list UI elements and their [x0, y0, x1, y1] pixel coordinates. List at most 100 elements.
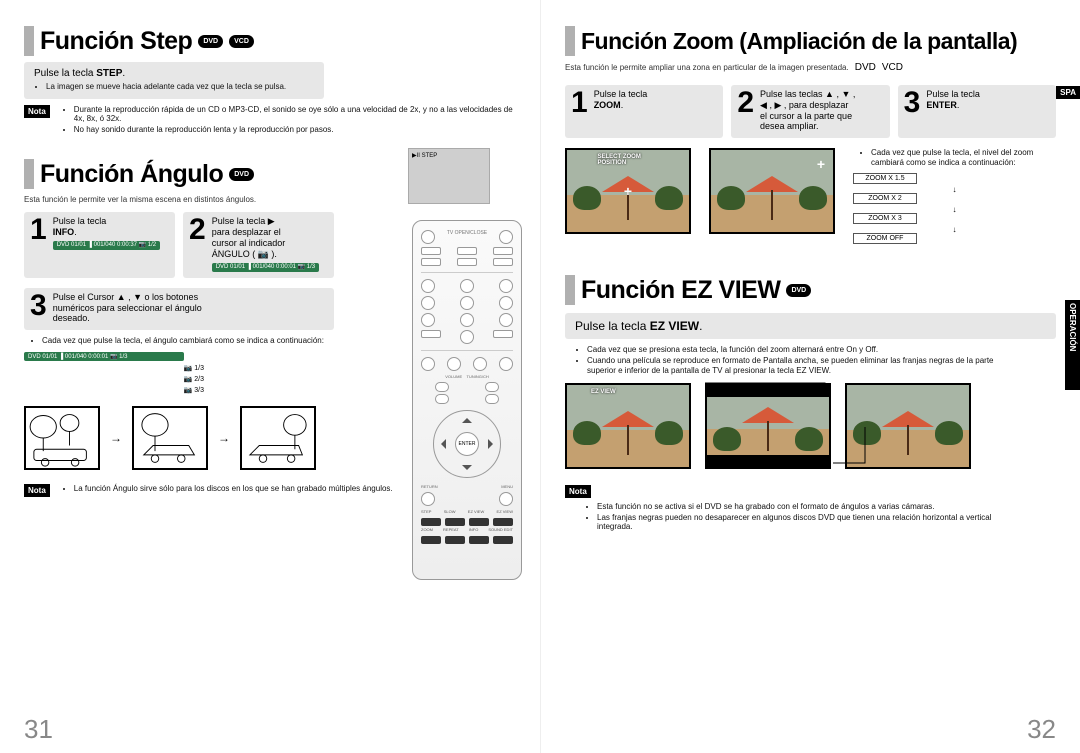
page-32: Función Zoom (Ampliación de la pantalla)… [540, 0, 1080, 753]
zoom-steps-row: 1 Pulse la tecla ZOOM. 2 Pulse las tecla… [565, 85, 1056, 138]
ez-thumb-3 [845, 383, 971, 469]
crosshair-icon: + [817, 156, 825, 172]
angle-lbl-3: 📷 3/3 [184, 387, 204, 394]
ez-instruction-suffix: . [699, 319, 702, 333]
angle-status-3: DVD 01/01 ▐ 001/040 0:00:01 📷 1/3 [24, 352, 184, 361]
page-number-left: 31 [24, 714, 53, 745]
zoom-section-title: Función Zoom (Ampliación de la pantalla) [565, 26, 1056, 56]
remote-kl-0: ZOOM [421, 527, 433, 532]
remote-bl-0: STEP [421, 509, 431, 514]
angle-lbl-1: 📷 1/3 [184, 365, 204, 372]
title-bar-icon [24, 159, 34, 189]
zoom-thumb-1: SELECT ZOOM POSITION + [565, 148, 691, 234]
zoom-level-1: ZOOM X 2 [853, 193, 917, 204]
zoom-step1-prefix: Pulse la tecla [594, 89, 648, 99]
remote-enter-button: ENTER [455, 432, 479, 456]
step-title-text: Función Step [40, 27, 192, 56]
zoom-step3-prefix: Pulse la tecla [926, 89, 980, 99]
step-number-1: 1 [30, 216, 47, 243]
zoom-step3-suffix: . [957, 100, 960, 110]
ez-section-title: Función EZ VIEW DVD [565, 275, 1056, 305]
angle-step-3: 3 Pulse el Cursor ▲ , ▼ o los botones nu… [24, 288, 334, 330]
ez-bullet-2: Cuando una película se reproduce en form… [587, 356, 1019, 375]
step-tv-label: ▶II STEP [412, 153, 437, 159]
angle-status-1: DVD 01/01 ▐ 001/040 0:00:37 📷 1/2 [53, 241, 160, 250]
angle-status-block: DVD 01/01 ▐ 001/040 0:00:01 📷 1/3 📷 1/3 … [24, 352, 264, 397]
zoom-thumb-2: + [709, 148, 835, 234]
zoom-step2-l1: Pulse las teclas ▲ , ▼ , [760, 89, 855, 99]
side-tab-operacion: OPERACIÓN [1065, 300, 1080, 390]
ez-thumb-1: EZ VIEW [565, 383, 691, 469]
angle-step-1: 1 Pulse la tecla INFO. DVD 01/01 ▐ 001/0… [24, 212, 175, 277]
angle-step1-suffix: . [74, 227, 77, 237]
angle-change-note: Cada vez que pulse la tecla, el ángulo c… [42, 336, 374, 346]
angle-step3-l2: numéricos para seleccionar el ángulo [53, 303, 202, 313]
step-section-body: Pulse la tecla STEP. La imagen se mueve … [24, 62, 516, 135]
manual-spread: Función Step DVD VCD Pulse la tecla STEP… [0, 0, 1080, 753]
step-number-3: 3 [30, 292, 47, 319]
remote-kl-1: REPEAT [443, 527, 459, 532]
ez-title-text: Función EZ VIEW [581, 276, 780, 305]
step-section-title: Función Step DVD VCD [24, 26, 516, 56]
angle-steps-1-2: 1 Pulse la tecla INFO. DVD 01/01 ▐ 001/0… [24, 212, 334, 277]
step-number-2: 2 [189, 216, 206, 243]
car-thumb-3 [240, 406, 316, 470]
angle-status-2: DVD 01/01 ▐ 001/040 0:00:01 📷 1/3 [212, 263, 319, 272]
ez-instruction-box: Pulse la tecla EZ VIEW. [565, 313, 1056, 339]
page-number-right: 32 [1027, 714, 1056, 745]
angle-step2-l3: cursor al indicador [212, 238, 286, 248]
step-tv-placeholder: ▶II STEP [408, 148, 490, 204]
zoom-step1-suffix: . [621, 100, 624, 110]
angle-step2-l4: ÁNGULO ( 📷 ). [212, 249, 277, 259]
step-instruction-box: Pulse la tecla STEP. La imagen se mueve … [24, 62, 324, 99]
title-bar-icon [565, 275, 575, 305]
zoom-step2-l3: el cursor a la parte que [760, 111, 852, 121]
remote-bl-2: EZ VIEW [468, 509, 484, 514]
step-number-2: 2 [737, 89, 754, 116]
angle-step1-prefix: Pulse la tecla [53, 216, 107, 226]
remote-kl-3: SOUND EDIT [488, 527, 513, 532]
remote-dpad: ENTER [433, 410, 501, 478]
ez-nota-row: Nota [565, 485, 1056, 498]
angle-title-text: Función Ángulo [40, 160, 223, 189]
nota-badge: Nota [24, 105, 50, 118]
angle-nota-1: La función Ángulo sirve sólo para los di… [74, 484, 393, 494]
zoom-level-0: ZOOM X 1.5 [853, 173, 917, 184]
step-instruction-prefix: Pulse la tecla [34, 68, 96, 79]
angle-lbl-2: 📷 2/3 [184, 376, 204, 383]
crosshair-icon: + [624, 183, 632, 199]
ez-thumb2-label: EZ VIEW OFF [737, 385, 775, 391]
arrow-right-icon: → [218, 431, 230, 445]
step-instruction-key: STEP [96, 68, 122, 79]
angle-step-2: 2 Pulse la tecla ▶ para desplazar el cur… [183, 212, 334, 277]
side-tab-spa: SPA [1056, 86, 1080, 99]
car-thumb-2 [132, 406, 208, 470]
zoom-step3-note: Cada vez que pulse la tecla, el nivel de… [871, 148, 1056, 167]
pill-dvd: DVD [855, 62, 876, 73]
pill-vcd: VCD [882, 62, 903, 73]
pill-dvd: DVD [229, 168, 254, 181]
ez-nota-1: Esta función no se activa si el DVD se h… [597, 502, 1029, 512]
angle-step3-l1: Pulse el Cursor ▲ , ▼ o los botones [53, 292, 198, 302]
zoom-step1-key: ZOOM [594, 100, 621, 110]
car-thumb-1 [24, 406, 100, 470]
angle-step2-l2: para desplazar el [212, 227, 281, 237]
step-instruction-suffix: . [122, 68, 125, 79]
zoom-step2-l4: desea ampliar. [760, 121, 819, 131]
pill-vcd: VCD [229, 35, 254, 48]
title-bar-icon [24, 26, 34, 56]
step-number-1: 1 [571, 89, 588, 116]
angle-step3-l3: deseado. [53, 313, 90, 323]
ez-thumb1-label: EZ VIEW [591, 389, 616, 395]
zoom-title-text: Función Zoom (Ampliación de la pantalla) [581, 28, 1017, 55]
zoom-step2-l2: ◀ , ▶ , para desplazar [760, 100, 848, 110]
zoom-subtitle: Esta función le permite ampliar una zona… [565, 63, 849, 72]
zoom-step3-key: ENTER [926, 100, 957, 110]
zoom-step-2: 2 Pulse las teclas ▲ , ▼ , ◀ , ▶ , para … [731, 85, 889, 138]
step-nota-1: Durante la reproducción rápida de un CD … [74, 105, 516, 124]
zoom-levels-list: ZOOM X 1.5 ↓ ZOOM X 2 ↓ ZOOM X 3 ↓ ZOOM … [853, 173, 1056, 247]
ez-thumbs-row: EZ VIEW EZ VIEW OFF [565, 383, 1056, 469]
remote-control-diagram: TV OPEN/CLOSE VOLUME TUNING/CH ENTER RET… [412, 220, 522, 580]
page-31: Función Step DVD VCD Pulse la tecla STEP… [0, 0, 540, 753]
nota-badge: Nota [24, 484, 50, 497]
